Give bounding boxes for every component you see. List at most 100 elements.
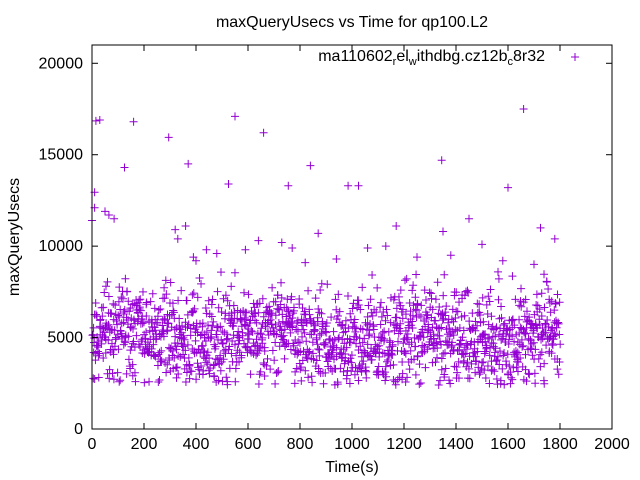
data-point: [540, 303, 549, 312]
data-point: [197, 361, 206, 370]
data-point: [266, 365, 275, 374]
data-point: [271, 338, 280, 347]
data-point: [98, 312, 107, 321]
data-point: [491, 357, 500, 366]
data-point: [153, 318, 162, 327]
data-point: [451, 325, 460, 334]
data-point: [475, 370, 484, 379]
data-point: [497, 335, 506, 344]
data-point: [441, 308, 450, 317]
data-point: [218, 338, 227, 347]
data-point: [126, 346, 135, 355]
data-point: [400, 347, 409, 356]
data-point: [322, 328, 331, 337]
data-point: [157, 346, 166, 355]
data-point: [113, 368, 122, 377]
data-point: [401, 276, 410, 285]
y-axis: 0 5000 10000 15000 20000: [39, 55, 612, 438]
data-point: [237, 351, 246, 360]
data-point: [334, 334, 343, 343]
data-point: [304, 348, 313, 357]
data-point: [241, 245, 250, 254]
data-point: [331, 295, 340, 304]
data-point: [538, 324, 547, 333]
x-tick-label: 2000: [594, 436, 630, 453]
data-point: [401, 377, 410, 386]
data-point: [522, 377, 531, 386]
data-point: [345, 379, 354, 388]
data-point: [184, 320, 193, 329]
data-point: [435, 324, 444, 333]
data-point: [164, 343, 173, 352]
data-point: [354, 181, 363, 190]
data-point: [378, 328, 387, 337]
data-point: [339, 328, 348, 337]
data-point: [380, 334, 389, 343]
data-point: [332, 305, 341, 314]
data-point: [161, 358, 170, 367]
data-point: [160, 283, 169, 292]
data-point: [166, 278, 175, 287]
data-point: [122, 369, 131, 378]
data-point: [381, 368, 390, 377]
data-point: [479, 317, 488, 326]
data-point: [211, 342, 220, 351]
data-point: [533, 301, 542, 310]
data-point: [363, 312, 372, 321]
data-point: [437, 323, 446, 332]
data-point: [263, 354, 272, 363]
data-point: [172, 345, 181, 354]
data-point: [387, 346, 396, 355]
data-point: [495, 314, 504, 323]
data-point: [503, 350, 512, 359]
data-point: [381, 362, 390, 371]
data-point: [518, 342, 527, 351]
data-point: [92, 310, 101, 319]
data-point: [118, 294, 127, 303]
data-point: [529, 338, 538, 347]
data-point: [323, 280, 332, 289]
data-point: [315, 345, 324, 354]
data-point: [492, 374, 501, 383]
data-point: [212, 330, 221, 339]
data-point: [156, 355, 165, 364]
data-point: [376, 303, 385, 312]
data-point: [536, 223, 545, 232]
data-point: [94, 343, 103, 352]
data-point: [347, 351, 356, 360]
data-point: [191, 327, 200, 336]
data-point: [381, 316, 390, 325]
data-point: [389, 376, 398, 385]
data-point: [361, 318, 370, 327]
x-tick-label: 800: [287, 436, 314, 453]
data-point: [442, 302, 451, 311]
chart-title: maxQueryUsecs vs Time for qp100.L2: [216, 14, 488, 31]
data-point: [120, 305, 129, 314]
data-point: [252, 318, 261, 327]
legend-subscript: w: [408, 56, 417, 68]
data-point: [185, 374, 194, 383]
data-point: [152, 334, 161, 343]
data-point: [350, 315, 359, 324]
x-tick-label: 600: [235, 436, 262, 453]
data-point: [344, 181, 353, 190]
data-point: [270, 356, 279, 365]
data-point: [136, 295, 145, 304]
data-point: [260, 346, 269, 355]
data-point: [321, 327, 330, 336]
data-point: [351, 327, 360, 336]
data-point: [433, 353, 442, 362]
data-point: [205, 354, 214, 363]
data-point: [304, 286, 313, 295]
data-point: [437, 156, 446, 165]
data-point: [298, 321, 307, 330]
data-point: [264, 331, 273, 340]
data-point: [213, 287, 222, 296]
data-point: [411, 370, 420, 379]
data-point: [155, 348, 164, 357]
data-point: [115, 313, 124, 322]
data-point: [497, 302, 506, 311]
data-point: [363, 340, 372, 349]
data-point: [319, 379, 328, 388]
data-point: [160, 314, 169, 323]
